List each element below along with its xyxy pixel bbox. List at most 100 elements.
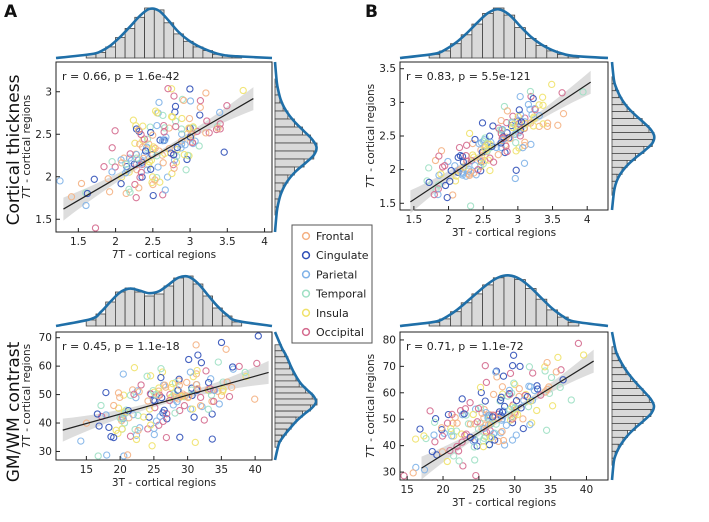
scatter-point — [139, 154, 148, 163]
scatter-point — [212, 125, 221, 134]
right-histogram — [273, 331, 318, 461]
histogram-bar — [173, 277, 184, 327]
scatter-point — [503, 147, 511, 156]
scatter-point — [186, 85, 194, 93]
scatter-point — [431, 415, 440, 423]
fit-line — [410, 81, 591, 203]
scatter-point — [146, 123, 154, 131]
scatter-point — [458, 395, 466, 403]
scatter-point — [499, 372, 508, 380]
scatter-point — [155, 421, 163, 429]
scatter-point — [216, 108, 224, 117]
histogram-bar — [144, 295, 155, 327]
y-tick-label: 50 — [383, 414, 396, 426]
scatter-point — [495, 124, 503, 132]
scatter-point — [173, 143, 181, 152]
scatter-point — [466, 202, 475, 210]
scatter-point — [400, 472, 408, 480]
scatter-point — [108, 168, 116, 176]
histogram-bar — [274, 126, 303, 136]
histogram-bar — [163, 285, 175, 327]
scatter-point — [529, 369, 537, 377]
scatter-point — [471, 135, 479, 144]
scatter-point — [481, 134, 489, 142]
scatter-point — [486, 434, 495, 442]
scatter-point — [454, 153, 462, 162]
histogram-bar — [274, 416, 297, 424]
scatter-point — [144, 397, 152, 405]
scatter-point — [473, 418, 481, 426]
scatter-point — [116, 393, 124, 402]
scatter-point — [161, 124, 169, 132]
histogram-bar — [144, 7, 155, 59]
scatter-point — [178, 95, 187, 104]
scatter-point — [223, 378, 231, 386]
scatter-point — [444, 410, 453, 419]
x-tick-label: 40 — [248, 464, 261, 476]
scatter-point — [489, 390, 498, 399]
histogram-bar — [611, 388, 644, 397]
histogram-bar — [482, 12, 494, 59]
scatter-point — [153, 121, 161, 130]
scatter-point — [538, 93, 547, 101]
scatter-point — [542, 426, 551, 434]
scatter-point — [82, 201, 90, 210]
scatter-point — [108, 144, 116, 152]
scatter-point — [497, 116, 505, 125]
fit-line — [63, 98, 254, 210]
scatter-point — [466, 420, 475, 428]
scatter-point — [196, 393, 205, 402]
scatter-point — [494, 437, 503, 446]
scatter-point — [112, 426, 120, 434]
scatter-point — [466, 399, 474, 407]
y-tick-label: 50 — [39, 389, 52, 401]
scatter-point — [104, 175, 112, 183]
scatter-point — [472, 471, 480, 480]
scatter-point — [491, 436, 499, 444]
scatter-point — [512, 431, 520, 439]
scatter-point — [533, 406, 541, 415]
scatter-point — [139, 413, 148, 421]
scatter-point — [149, 191, 157, 200]
scatter-point — [196, 111, 204, 119]
scatter-point — [146, 372, 155, 380]
histogram-bar — [514, 27, 526, 59]
scatter-point — [131, 139, 139, 147]
scatter-point — [162, 433, 171, 442]
scatter-point — [132, 431, 141, 439]
x-tick-label: 15 — [80, 464, 93, 476]
scatter-point — [120, 419, 129, 427]
scatter-point — [188, 138, 197, 147]
scatter-point — [423, 177, 431, 185]
scatter-point — [425, 178, 433, 187]
scatter-point — [196, 402, 205, 410]
scatter-point — [519, 144, 527, 152]
scatter-point — [425, 164, 433, 172]
scatter-point — [132, 194, 140, 202]
histogram-bar — [611, 125, 650, 133]
scatter-point — [520, 396, 528, 405]
scatter-point — [517, 118, 526, 126]
plot-frame — [55, 331, 273, 461]
scatter-point — [208, 410, 216, 418]
y-tick-label: 70 — [383, 361, 396, 373]
histogram-bar — [503, 275, 516, 327]
scatter-point — [102, 388, 110, 397]
scatter-point — [151, 390, 160, 399]
scatter-point — [143, 135, 152, 143]
scatter-point — [548, 402, 557, 410]
legend-box — [291, 224, 373, 344]
x-tick-label: 30 — [181, 464, 194, 476]
scatter-point — [197, 359, 206, 367]
scatter-point — [154, 163, 162, 171]
scatter-point — [149, 131, 157, 139]
histogram-bar — [274, 374, 297, 382]
scatter-point — [191, 438, 199, 447]
scatter-point — [159, 111, 167, 120]
scatter-point — [202, 89, 210, 97]
scatter-point — [447, 424, 455, 433]
scatter-point — [126, 150, 134, 158]
scatter-point — [77, 437, 85, 445]
scatter-point — [185, 355, 193, 364]
top-histogram — [399, 274, 609, 328]
